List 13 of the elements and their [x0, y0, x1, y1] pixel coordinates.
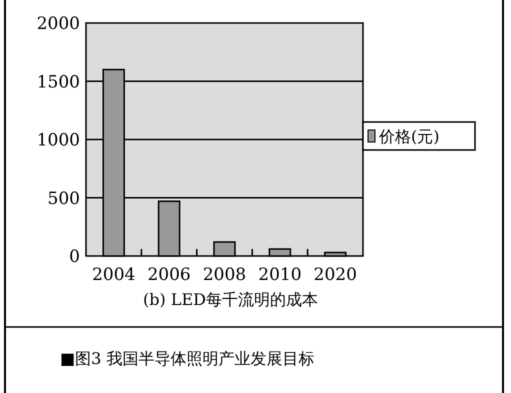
- x-axis-title: (b) LED每千流明的成本: [143, 290, 318, 309]
- y-tick-label: 500: [48, 188, 80, 209]
- y-tick-label: 1500: [36, 72, 80, 92]
- x-tick-label: 2020: [314, 265, 357, 285]
- y-tick-label: 2000: [36, 14, 80, 34]
- x-tick-label: 2010: [258, 265, 302, 285]
- y-tick-label: 1000: [36, 130, 80, 150]
- y-tick-label: 0: [69, 247, 80, 267]
- text: ■图3 我国半导体照明产业发展目标: [60, 349, 314, 368]
- x-tick-label: 2008: [202, 265, 246, 285]
- x-tick-label: 2006: [147, 265, 191, 285]
- x-tick-label: 2004: [92, 265, 136, 285]
- legend-label: 价格(元): [378, 127, 440, 146]
